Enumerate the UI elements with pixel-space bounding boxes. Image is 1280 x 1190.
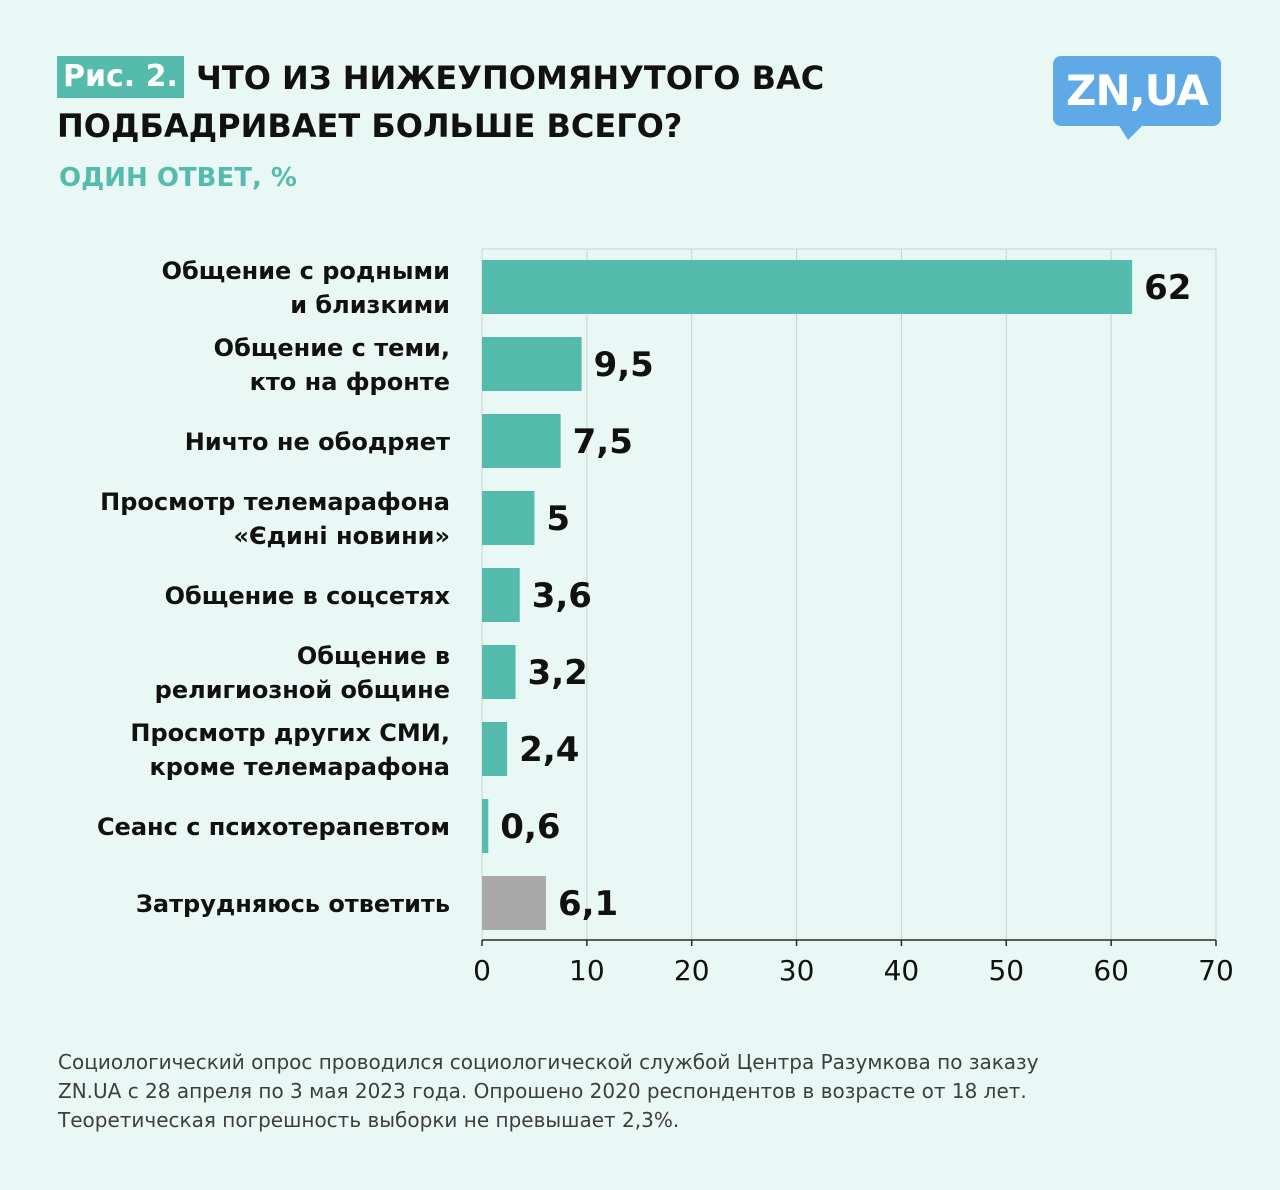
x-tick-label: 70 [1198, 954, 1234, 987]
bar [482, 722, 508, 776]
category-label: Просмотр телемарафона [100, 488, 450, 516]
chart-title-line-2: ПОДБАДРИВАЕТ БОЛЬШЕ ВСЕГО? [57, 107, 683, 145]
zn-ua-logo: ZN,UA [1053, 56, 1221, 126]
bar-chart: 0 10 20 30 40 50 60 70 62 Общение с родными и близ… [97, 248, 1234, 987]
footnote-line: ZN.UA с 28 апреля по 3 мая 2023 года. Оп… [58, 1079, 1027, 1103]
bar-value-label: 3,6 [532, 576, 592, 616]
category-label: Общение в соцсетях [165, 582, 451, 610]
bar-value-label: 7,5 [573, 422, 633, 462]
bar-value-label: 6,1 [558, 884, 618, 924]
bar-value-label: 2,4 [519, 730, 579, 770]
x-tick-label: 20 [674, 954, 710, 987]
bar-value-label: 0,6 [500, 807, 560, 847]
x-tick-label: 60 [1093, 954, 1129, 987]
category-label: Сеанс с психотерапевтом [97, 813, 450, 841]
category-label: «Єдині новини» [234, 522, 450, 550]
bar [482, 260, 1133, 314]
category-label: и близкими [290, 291, 450, 319]
category-label: Просмотр других СМИ, [130, 719, 450, 747]
bar-value-label: 9,5 [594, 345, 654, 385]
figure-label: Рис. 2. [57, 56, 184, 98]
bar [482, 568, 520, 622]
bar [482, 645, 516, 699]
x-tick-label: 50 [988, 954, 1024, 987]
x-tick-label: 10 [569, 954, 605, 987]
category-label: кроме телемарафона [149, 753, 450, 781]
category-label: Общение с теми, [214, 334, 450, 362]
footnote-line: Теоретическая погрешность выборки не пре… [58, 1108, 680, 1132]
bar-value-label: 5 [546, 499, 570, 539]
bar [482, 876, 546, 930]
category-label: Затрудняюсь ответить [136, 890, 450, 918]
category-label: религиозной общине [155, 676, 450, 704]
category-label: Общение с родными [162, 257, 450, 285]
chart-subtitle: ОДИН ОТВЕТ, % [59, 163, 297, 193]
x-tick-label: 40 [884, 954, 920, 987]
footnote: Социологический опрос проводился социоло… [58, 1048, 1228, 1135]
x-tick-label: 0 [473, 954, 491, 987]
category-label: кто на фронте [250, 368, 450, 396]
bar [482, 337, 582, 391]
bar [482, 491, 535, 545]
logo-speech-tail-icon [1118, 124, 1144, 140]
bar-value-label: 3,2 [528, 653, 588, 693]
bar [482, 414, 561, 468]
chart-title-line-1: ЧТО ИЗ НИЖЕУПОМЯНУТОГО ВАС [196, 59, 825, 97]
bar-value-label: 62 [1144, 268, 1191, 308]
category-label: Ничто не ободряет [185, 428, 450, 456]
bar [482, 799, 489, 853]
category-label: Общение в [297, 642, 450, 670]
footnote-line: Социологический опрос проводился социоло… [58, 1050, 1039, 1074]
x-tick-label: 30 [779, 954, 815, 987]
